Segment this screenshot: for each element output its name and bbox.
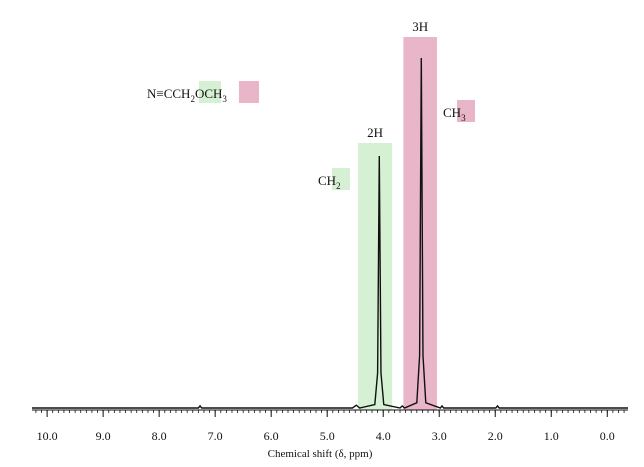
group-text: CH xyxy=(318,173,336,188)
x-tick-label: 10.0 xyxy=(37,429,58,443)
group-highlight xyxy=(332,168,350,190)
x-tick-label: 0.0 xyxy=(600,429,615,443)
x-tick-label: 9.0 xyxy=(96,429,111,443)
group-label: CH3 xyxy=(443,105,466,123)
spectrum-line xyxy=(32,57,628,409)
group-label: CH2 xyxy=(318,173,341,191)
formula-sub: 2 xyxy=(190,94,195,104)
x-tick-label: 1.0 xyxy=(544,429,559,443)
x-tick-label: 6.0 xyxy=(264,429,279,443)
x-tick-label: 2.0 xyxy=(488,429,503,443)
formula-sub: 3 xyxy=(222,94,227,104)
region-band xyxy=(358,143,393,410)
x-axis-label: Chemical shift (δ, ppm) xyxy=(268,448,373,460)
group-sub: 3 xyxy=(461,113,466,123)
group-text: CH xyxy=(443,105,461,120)
formula-highlight xyxy=(199,81,221,103)
formula-text: OCH xyxy=(195,86,222,101)
group-sub: 2 xyxy=(336,181,341,191)
x-tick-label: 5.0 xyxy=(320,429,335,443)
group-highlight xyxy=(457,100,475,122)
x-tick-label: 7.0 xyxy=(208,429,223,443)
x-tick-label: 3.0 xyxy=(432,429,447,443)
region-label: 3H xyxy=(412,19,428,34)
formula: N≡CCH2OCH3 xyxy=(147,86,227,104)
x-tick-label: 4.0 xyxy=(376,429,391,443)
region-label: 2H xyxy=(367,125,383,140)
formula-highlight xyxy=(239,81,259,103)
x-tick-label: 8.0 xyxy=(152,429,167,443)
formula-text: N≡CCH xyxy=(147,86,190,101)
